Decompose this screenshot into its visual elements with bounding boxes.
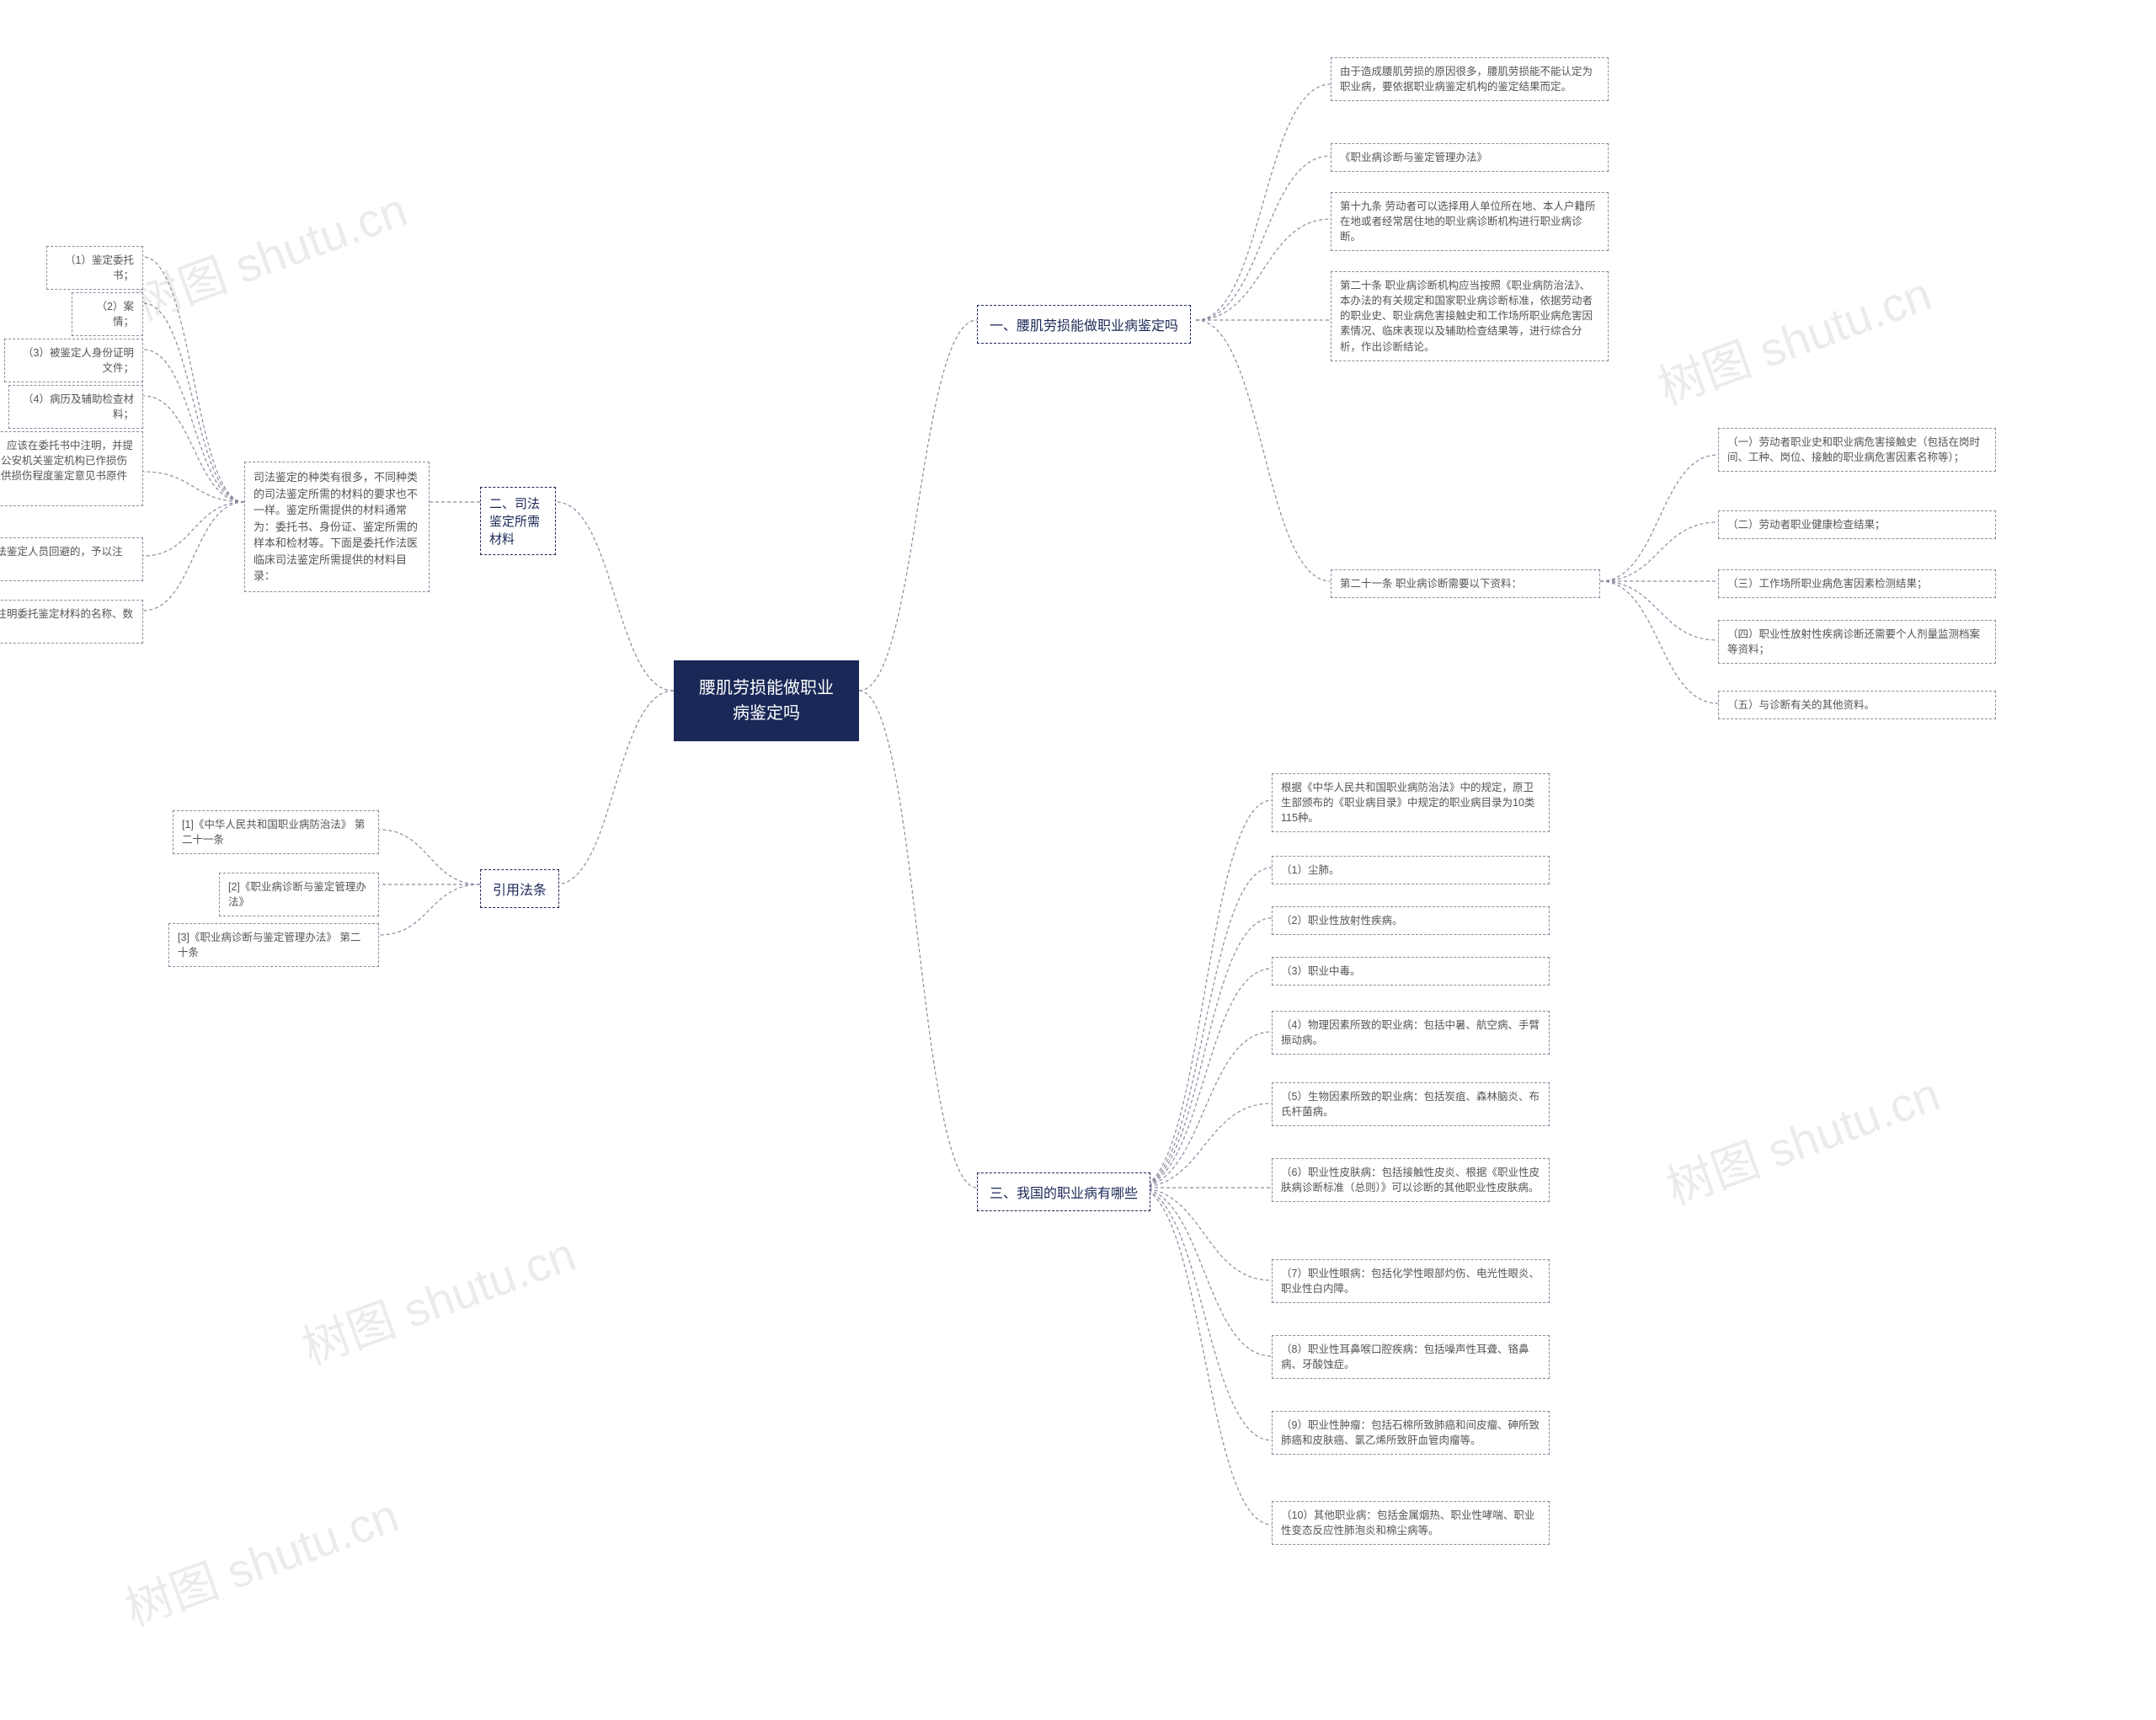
b4-leaf-0: [1]《中华人民共和国职业病防治法》 第二十一条	[173, 810, 379, 854]
b2-desc: 司法鉴定的种类有很多，不同种类的司法鉴定所需的材料的要求也不一样。鉴定所需提供的…	[244, 462, 430, 592]
b2-leaf-1: （2）案情；	[72, 292, 143, 336]
watermark: 树图 shutu.cn	[1656, 1056, 1948, 1218]
watermark: 树图 shutu.cn	[115, 1477, 407, 1639]
b1-sub[interactable]: 第二十一条 职业病诊断需要以下资料：	[1331, 569, 1600, 598]
b1-sub-leaf-1: （二）劳动者职业健康检查结果；	[1718, 510, 1996, 539]
b2-leaf-5: （6）需该机构司法鉴定人员回避的，予以注明。	[0, 537, 143, 581]
b4-leaf-2: [3]《职业病诊断与鉴定管理办法》 第二十条	[168, 923, 379, 967]
branch-4[interactable]: 引用法条	[480, 869, 559, 908]
b1-sub-leaf-4: （五）与诊断有关的其他资料。	[1718, 691, 1996, 719]
b3-leaf-8: （8）职业性耳鼻喉口腔疾病：包括噪声性耳聋、铬鼻病、牙酸蚀症。	[1272, 1335, 1550, 1379]
root-node[interactable]: 腰肌劳损能做职业病鉴定吗	[674, 660, 859, 741]
b3-leaf-10: （10）其他职业病：包括金属烟热、职业性哮喘、职业性变态反应性肺泡炎和棉尘病等。	[1272, 1501, 1550, 1545]
b3-leaf-0: 根据《中华人民共和国职业病防治法》中的规定，原卫生部颁布的《职业病目录》中规定的…	[1272, 773, 1550, 832]
b3-leaf-3: （3）职业中毒。	[1272, 957, 1550, 986]
watermark: 树图 shutu.cn	[123, 172, 415, 334]
watermark: 树图 shutu.cn	[291, 1216, 584, 1378]
b1-leaf-0: 由于造成腰肌劳损的原因很多，腰肌劳损能不能认定为职业病，要依据职业病鉴定机构的鉴…	[1331, 57, 1609, 101]
b1-leaf-2: 第十九条 劳动者可以选择用人单位所在地、本人户籍所在地或者经常居住地的职业病诊断…	[1331, 192, 1609, 251]
branch-3[interactable]: 三、我国的职业病有哪些	[977, 1172, 1150, 1211]
b1-leaf-1: 《职业病诊断与鉴定管理办法》	[1331, 143, 1609, 172]
b1-sub-leaf-3: （四）职业性放射性疾病诊断还需要个人剂量监测档案等资料；	[1718, 620, 1996, 664]
b3-leaf-5: （5）生物因素所致的职业病：包括炭疽、森林脑炎、布氏杆菌病。	[1272, 1082, 1550, 1126]
connector-lines	[0, 0, 2156, 1720]
b2-leaf-6: （7）应注明委托鉴定材料的名称、数量。	[0, 600, 143, 644]
b1-leaf-3: 第二十条 职业病诊断机构应当按照《职业病防治法》、本办法的有关规定和国家职业病诊…	[1331, 271, 1609, 361]
b2-leaf-0: （1）鉴定委托书；	[46, 246, 143, 290]
b1-sub-leaf-0: （一）劳动者职业史和职业病危害接触史（包括在岗时间、工种、岗位、接触的职业病危害…	[1718, 428, 1996, 472]
b3-leaf-9: （9）职业性肿瘤：包括石棉所致肺癌和间皮瘤、砷所致肺癌和皮肤癌、氯乙烯所致肝血管…	[1272, 1411, 1550, 1455]
b3-leaf-1: （1）尘肺。	[1272, 856, 1550, 884]
b3-leaf-7: （7）职业性眼病：包括化学性眼部灼伤、电光性眼炎、职业性白内障。	[1272, 1259, 1550, 1303]
b2-leaf-3: （4）病历及辅助检查材料；	[8, 385, 143, 429]
branch-1[interactable]: 一、腰肌劳损能做职业病鉴定吗	[977, 305, 1191, 344]
b1-sub-leaf-2: （三）工作场所职业病危害因素检测结果；	[1718, 569, 1996, 598]
branch-2[interactable]: 二、司法鉴定所需材料	[480, 487, 556, 555]
watermark: 树图 shutu.cn	[1647, 256, 1940, 418]
b4-leaf-1: [2]《职业病诊断与鉴定管理办法》	[219, 873, 379, 916]
b3-leaf-6: （6）职业性皮肤病：包括接触性皮炎、根据《职业性皮肤病诊断标准（总则）》可以诊断…	[1272, 1158, 1550, 1202]
b2-leaf-2: （3）被鉴定人身份证明文件；	[4, 339, 143, 382]
b3-leaf-2: （2）职业性放射性疾病。	[1272, 906, 1550, 935]
b2-leaf-4: （5）重新鉴定的，应该在委托书中注明，并提供原鉴定意见书；公安机关鉴定机构已作损…	[0, 431, 143, 506]
b3-leaf-4: （4）物理因素所致的职业病：包括中暑、航空病、手臂振动病。	[1272, 1011, 1550, 1055]
